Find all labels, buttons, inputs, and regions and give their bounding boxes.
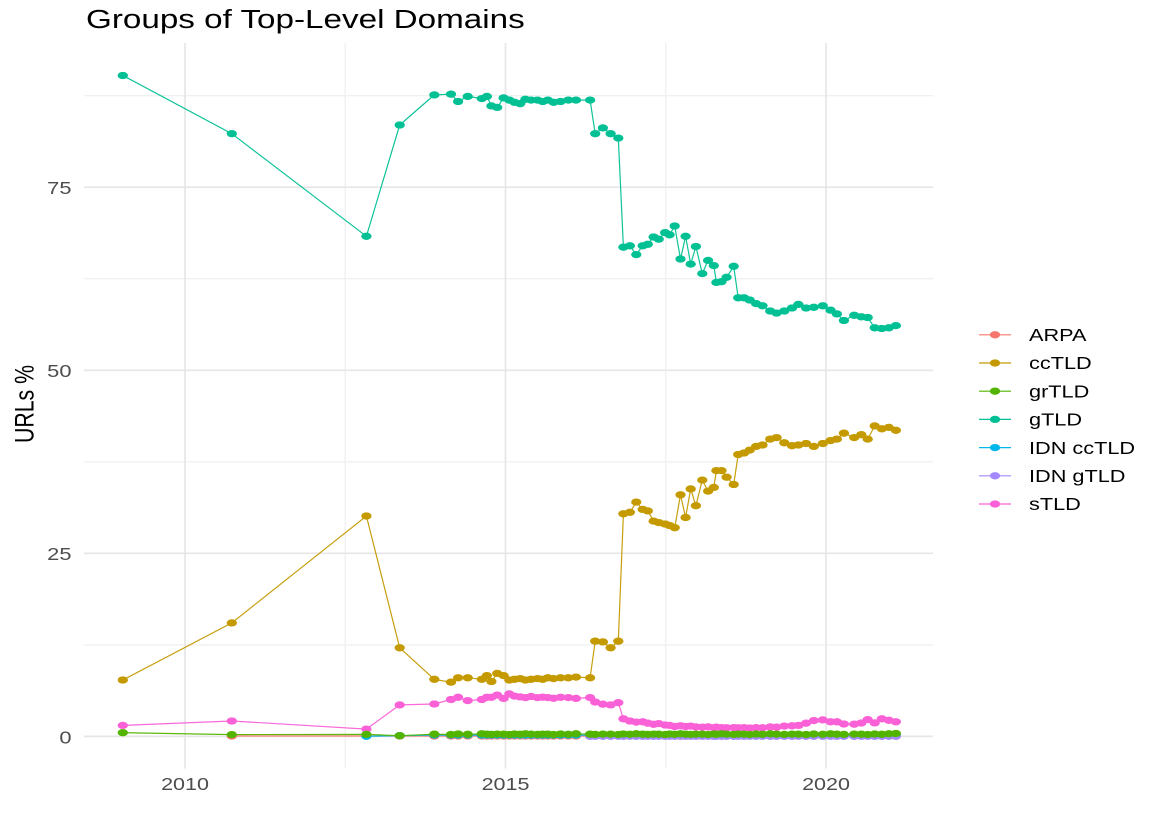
svg-text:grTLD: grTLD — [1029, 382, 1089, 402]
svg-text:2010: 2010 — [161, 775, 209, 795]
svg-text:IDN ccTLD: IDN ccTLD — [1029, 439, 1135, 459]
svg-text:IDN gTLD: IDN gTLD — [1029, 467, 1125, 487]
svg-text:ARPA: ARPA — [1029, 326, 1087, 346]
svg-text:75: 75 — [47, 179, 71, 198]
svg-text:2020: 2020 — [802, 775, 850, 795]
svg-text:Groups of Top-Level Domains: Groups of Top-Level Domains — [86, 5, 525, 34]
svg-text:gTLD: gTLD — [1029, 411, 1082, 431]
svg-text:25: 25 — [47, 545, 71, 564]
svg-text:URLs %: URLs % — [10, 365, 40, 443]
svg-text:ccTLD: ccTLD — [1029, 354, 1092, 374]
svg-text:2015: 2015 — [482, 775, 530, 795]
svg-text:50: 50 — [47, 362, 71, 381]
svg-text:sTLD: sTLD — [1029, 495, 1081, 515]
svg-text:0: 0 — [59, 728, 71, 747]
